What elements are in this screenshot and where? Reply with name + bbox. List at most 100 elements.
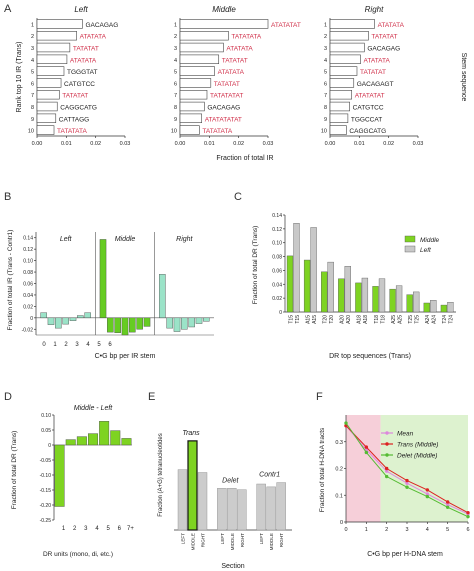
panel-c-category-label-1-0: A15 (305, 315, 311, 324)
panel-f-point-0-3 (405, 481, 409, 485)
panel-a-rank-label-0-4: 5 (31, 70, 34, 76)
panel-a-bar-2-6 (329, 90, 353, 100)
panel-a-rank-label-0-6: 7 (31, 93, 34, 99)
panel-a-rank-label-0-9: 10 (28, 129, 34, 135)
panel-d-category-label-1: 2 (73, 526, 77, 532)
panel-c-bar-0-5 (372, 286, 379, 313)
panel-c-legend-label-1: Left (420, 247, 432, 254)
panel-f-y-axis-label: Fraction of total H-DNA tracts (319, 427, 326, 512)
panel-b-bar-1-2 (114, 317, 121, 333)
panel-a-bar-1-8 (179, 113, 203, 124)
panel-c-category-label-4-0: A18 (357, 315, 363, 324)
panel-b-y-tick-label-6: 0.10 (23, 259, 33, 265)
panel-c-bar-1-0 (293, 223, 300, 313)
panel-a-bar-0-1 (36, 30, 77, 41)
panel-c-category-label-8-1: A24 (432, 315, 438, 324)
panel-a-seq-label-2-8: TGGCCAT (351, 116, 382, 123)
panel-f-legend-marker-2 (385, 453, 389, 457)
panel-e-bar-0-0 (177, 469, 188, 531)
panel-b-y-tick-label-4: 0.06 (23, 282, 33, 288)
panel-f-x-tick-label-0: 0 (344, 527, 347, 533)
panel-f-point-1-1 (364, 445, 369, 449)
panel-f-shaded-region-1 (380, 415, 468, 522)
panel-e-bar-1-0 (217, 488, 227, 531)
panel-c-legend-swatch-0 (404, 235, 416, 243)
panel-a-subpanel-title-2: Right (365, 5, 384, 14)
panel-a-rank-label-0-1: 2 (31, 34, 34, 40)
panel-c-category-label-7-1: T25 (414, 315, 420, 324)
panel-e-group-title-1: Delet (222, 477, 239, 484)
panel-a-seq-label-2-5: GACAGAGT (357, 81, 394, 88)
panel-c-category-label-6-1: A25 (397, 315, 403, 324)
panel-a-bar-1-6 (179, 90, 208, 100)
panel-e-y-axis-label: Fraction (A+G) tetranucleotides (158, 433, 164, 517)
panel-a-rank-label-1-6: 7 (174, 93, 177, 99)
panel-c-bar-1-1 (310, 227, 317, 313)
panel-b-y-tick-label-0: -0.02 (22, 327, 34, 333)
panel-f-y-tick-label-2: 0.2 (335, 467, 343, 473)
panel-a-bar-2-7 (329, 101, 350, 112)
panel-a-seq-label-1-3: TATATAT (222, 57, 248, 64)
panel-a-rank-label-1-4: 5 (174, 70, 177, 76)
panel-b-bar-2-0 (159, 274, 166, 319)
panel-b-category-label-3: 3 (75, 342, 79, 348)
panel-b-y-tick-label-3: 0.04 (23, 293, 33, 299)
panel-b-bar-1-5 (136, 317, 143, 330)
panel-d-y-tick-label-0: -0.25 (40, 518, 52, 524)
panel-f-legend-label-0: Mean (397, 431, 414, 438)
panel-a-rank-label-0-8: 9 (31, 117, 34, 123)
panel-f-y-tick-label-0: 0 (340, 520, 343, 526)
panel-a-seq-label-1-6: TATATATAT (210, 93, 243, 100)
panel-d-y-axis-label: Fraction of total DR (Trans) (11, 431, 18, 510)
panel-b-bar-1-4 (129, 317, 136, 333)
panel-a-bar-1-0 (179, 19, 269, 29)
panel-b-category-label-5: 5 (97, 342, 101, 348)
panel-c-bar-1-7 (413, 291, 420, 313)
panel-e-category-label-2-1: MIDDLE (269, 533, 274, 550)
panel-a-seq-label-2-9: CAGGCATG (349, 128, 386, 135)
panel-a-bar-0-4 (36, 66, 65, 76)
panel-letter-B: B (4, 191, 11, 203)
panel-b-bar-1-3 (121, 317, 129, 336)
panel-b-bar-2-3 (181, 317, 188, 330)
panel-d-y-tick-label-1: -0.20 (40, 503, 52, 509)
panel-d-title: Middle - Left (74, 405, 114, 412)
panel-b-bar-0-1 (47, 317, 55, 325)
panel-letter-E: E (148, 391, 155, 403)
panel-a-bar-0-7 (36, 101, 58, 112)
panel-a-bar-2-0 (329, 19, 375, 29)
panel-a-bar-1-5 (179, 78, 212, 88)
panel-d-y-tick-label-6: 0.05 (41, 428, 51, 434)
panel-f-point-2-3 (405, 485, 409, 489)
panel-d-category-label-0: 1 (62, 526, 66, 532)
panel-e-category-label-1-1: MIDDLE (230, 533, 235, 550)
panel-a-bar-2-8 (329, 113, 349, 124)
panel-f-point-1-3 (405, 478, 409, 483)
panel-d-bar-2 (76, 436, 87, 446)
panel-f-x-tick-label-3: 3 (405, 527, 408, 533)
panel-a-rank-label-2-2: 3 (324, 46, 327, 52)
panel-f-point-2-4 (425, 494, 430, 499)
panel-b-bar-0-0 (40, 312, 47, 319)
panel-a-seq-label-1-4: ATATATA (218, 69, 245, 76)
panel-f-x-tick-label-5: 5 (446, 527, 449, 533)
panel-e-bar-0-2 (197, 472, 208, 531)
panel-a-rank-label-2-0: 1 (324, 22, 327, 28)
panel-a-bar-1-2 (179, 42, 224, 53)
panel-d-category-label-5: 6 (118, 526, 122, 532)
panel-c-category-label-5-0: T18 (374, 315, 380, 324)
panel-a-seq-label-1-8: ATATATATAT (205, 116, 242, 123)
panel-a-x-tick-label-1-0: 0.00 (175, 141, 186, 147)
panel-f-point-2-2 (384, 474, 389, 479)
panel-letter-C: C (234, 191, 242, 203)
panel-e-category-label-0-2: RIGHT (201, 533, 206, 547)
panel-c-bar-1-3 (344, 266, 351, 313)
panel-c-category-label-3-1: A20 (346, 315, 352, 324)
panel-a-seq-label-2-3: ATATATA (364, 57, 391, 64)
panel-a-subpanel-title-0: Left (74, 5, 88, 14)
panel-a-rank-label-2-8: 9 (324, 117, 327, 123)
panel-b-group-title-1: Middle (115, 236, 136, 243)
panel-c-category-label-2-0: T20 (323, 315, 329, 324)
panel-a-seq-label-1-7: GACAGAG (207, 105, 240, 112)
